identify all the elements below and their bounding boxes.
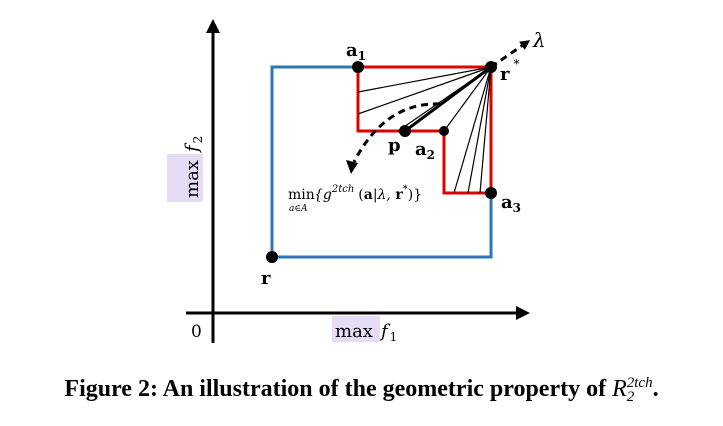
point-a2: [439, 126, 449, 136]
label-a3: a3: [501, 192, 521, 215]
annotation-curved-arrow: [352, 102, 441, 163]
annotation-min: min: [288, 187, 315, 203]
point-r: [266, 251, 278, 263]
origin-label: 0: [191, 322, 202, 342]
label-a1: a1: [346, 40, 366, 63]
optimal-line: [404, 65, 492, 133]
label-lambda: λ: [532, 28, 546, 52]
label-r-star: r *: [500, 57, 519, 85]
point-a1: [352, 61, 364, 73]
label-p: p: [388, 135, 401, 156]
figure-caption: Figure 2: An illustration of the geometr…: [64, 375, 659, 406]
annotation-min-sub: a∈A: [289, 204, 308, 214]
annotation-arrowhead: [346, 160, 358, 174]
diagram: a1 a2 a3 p r r * λ 0 max f 1 maxf2 min a∈A …: [167, 19, 546, 344]
point-a3: [485, 187, 497, 199]
blue-box: [270, 65, 493, 259]
x-axis-label: max f 1: [335, 321, 397, 344]
point-r-star: [485, 61, 497, 73]
x-axis-label-highlight: [332, 316, 380, 342]
y-axis-arrowhead: [206, 19, 220, 33]
label-a2: a2: [415, 139, 435, 162]
x-axis-arrowhead: [516, 306, 530, 320]
annotation-formula: {g2tch (a|λ, r*)}: [314, 184, 422, 203]
label-r: r: [261, 268, 271, 289]
caption-math: R 2tch 2: [612, 375, 653, 406]
y-axis-label-highlight: [167, 154, 203, 202]
y-axis-label: maxf2: [182, 136, 205, 198]
point-p: [399, 125, 411, 137]
